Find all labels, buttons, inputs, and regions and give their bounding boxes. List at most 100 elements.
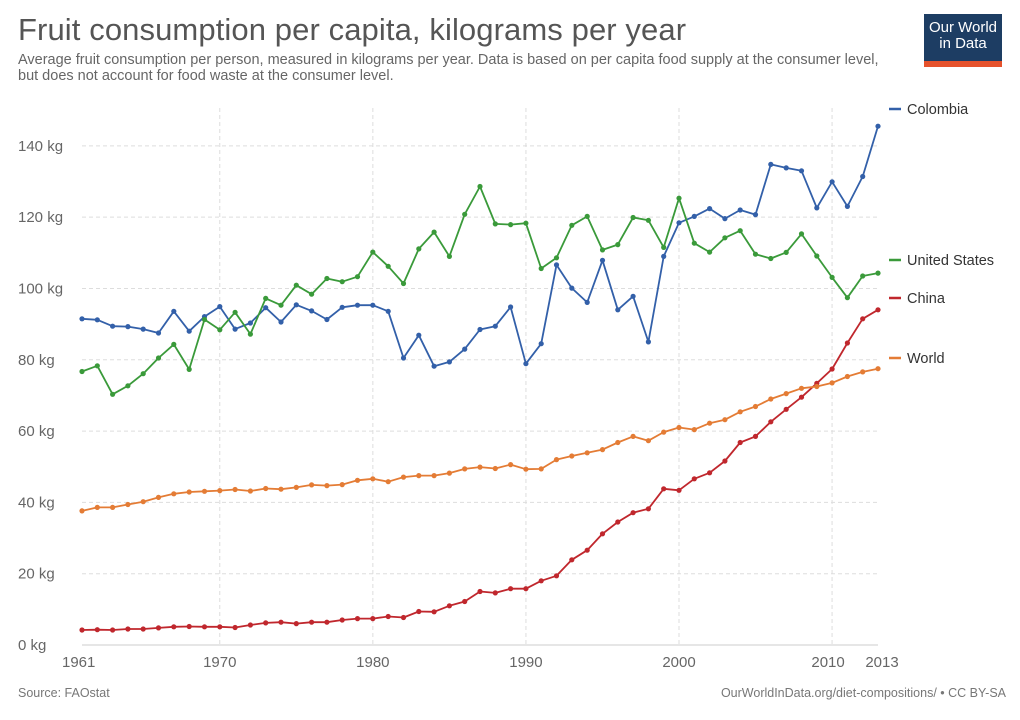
data-point (462, 466, 468, 472)
data-point (599, 447, 606, 453)
data-point (661, 486, 667, 492)
data-point (630, 293, 636, 299)
data-point (278, 619, 284, 625)
series-line[interactable] (81, 367, 879, 512)
data-point (94, 627, 100, 633)
y-tick-label: 120 kg (18, 209, 63, 226)
data-point (630, 214, 636, 221)
data-point (584, 299, 590, 305)
data-point (492, 221, 498, 227)
data-point (584, 547, 590, 553)
x-tick-label: 2000 (662, 654, 695, 671)
data-point (783, 406, 789, 412)
data-point (523, 466, 529, 472)
series-line[interactable] (81, 185, 879, 396)
data-point (309, 308, 315, 314)
data-point (737, 207, 743, 213)
data-point (676, 424, 682, 431)
data-point (446, 470, 452, 476)
data-point (661, 253, 667, 259)
page-title: Fruit consumption per capita, kilograms … (18, 12, 687, 47)
data-point (615, 439, 621, 446)
data-point (844, 295, 851, 301)
data-point (385, 613, 391, 620)
data-point (691, 213, 697, 219)
data-point (462, 211, 468, 217)
data-point (829, 366, 835, 372)
data-point (140, 626, 146, 632)
legend-label[interactable]: World (907, 351, 945, 367)
data-point (508, 304, 514, 310)
data-point (722, 458, 728, 464)
data-point (140, 499, 146, 505)
data-point (829, 274, 835, 280)
data-point (553, 262, 560, 268)
data-point (508, 462, 514, 468)
data-point (615, 307, 621, 313)
y-axis-ticks: 0 kg 20 kg 40 kg 60 kg 80 kg 100 kg 120 kg 140 … (18, 138, 63, 654)
data-point (768, 396, 774, 402)
data-point (125, 626, 131, 632)
data-point (247, 622, 253, 628)
data-point (232, 624, 238, 631)
data-point (875, 123, 881, 129)
data-point (798, 168, 805, 174)
data-point (752, 251, 759, 257)
data-point (538, 466, 544, 472)
data-point (737, 439, 743, 446)
data-point (385, 263, 391, 269)
data-point (630, 510, 636, 516)
series-line[interactable] (81, 309, 879, 631)
data-point (247, 320, 253, 326)
data-point (676, 220, 682, 226)
data-point (798, 385, 805, 391)
owid-logo[interactable]: Our World in Data (924, 14, 1002, 67)
data-point (737, 228, 743, 234)
data-point (79, 368, 85, 375)
data-point (416, 608, 422, 615)
data-point (370, 616, 376, 622)
data-point (508, 586, 514, 592)
data-point (661, 244, 667, 250)
data-point (599, 257, 606, 263)
source-note[interactable]: Source: FAOstat (18, 686, 110, 700)
data-point (201, 624, 208, 630)
logo-accent-bar (924, 61, 1002, 67)
y-tick-label: 40 kg (18, 494, 55, 511)
data-point (477, 326, 483, 333)
data-point (737, 409, 743, 415)
data-point (155, 494, 162, 500)
y-tick-label: 140 kg (18, 138, 63, 155)
data-point (431, 229, 437, 235)
legend-label[interactable]: United States (907, 253, 994, 269)
data-point (645, 506, 652, 512)
data-point (416, 332, 422, 338)
data-point (217, 304, 223, 310)
credit-link[interactable]: OurWorldInData.org/diet-compositions/ • … (720, 686, 1006, 700)
data-point (860, 173, 866, 180)
data-point (186, 328, 192, 334)
data-point (783, 165, 789, 171)
legend-label[interactable]: China (907, 291, 946, 307)
data-point (645, 217, 652, 223)
data-point (263, 305, 269, 311)
data-point (446, 359, 452, 365)
data-point (217, 488, 223, 494)
data-point (339, 617, 345, 623)
data-point (186, 366, 192, 372)
data-point (844, 203, 851, 209)
data-point (278, 302, 284, 308)
data-point (645, 339, 652, 345)
data-point (707, 470, 713, 476)
data-point (94, 363, 100, 369)
data-point (707, 206, 713, 212)
x-axis-ticks: 1961 1970 1980 1990 2000 2010 2013 (62, 654, 899, 671)
data-point (232, 326, 238, 332)
data-point (94, 317, 100, 323)
legend-label[interactable]: Colombia (907, 102, 969, 118)
data-point (354, 477, 361, 483)
y-tick-label: 20 kg (18, 566, 55, 583)
data-point (477, 183, 483, 190)
data-point (400, 614, 407, 621)
data-point (431, 473, 437, 479)
